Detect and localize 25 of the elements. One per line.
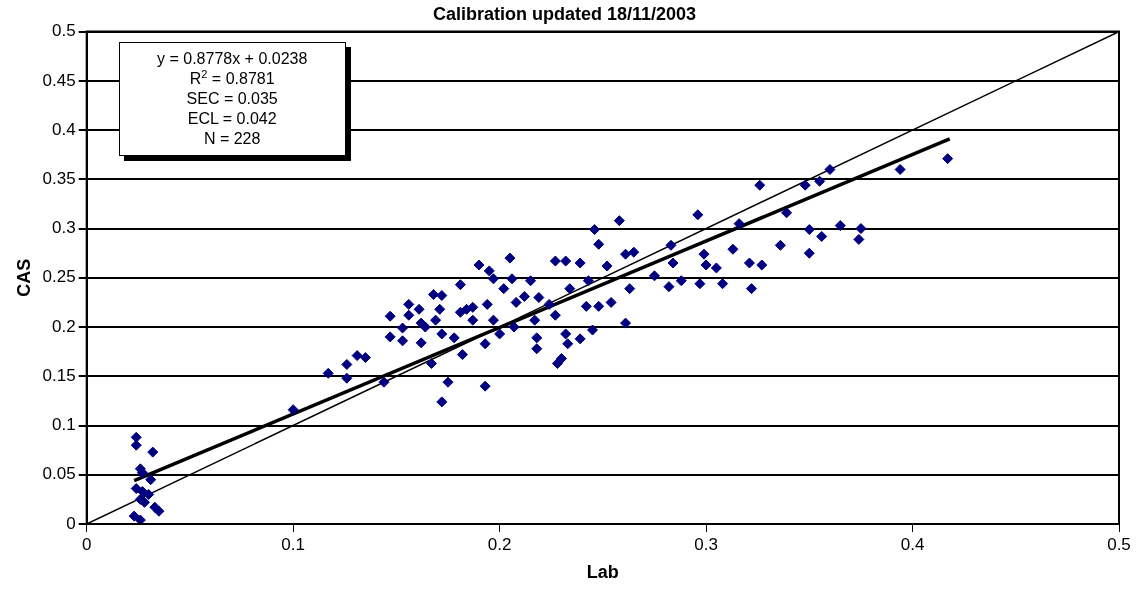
annotation: R$^{2}$ = 0.8781 (188, 67, 276, 89)
y-tick-label: 0.1 (52, 415, 76, 435)
chart-title: Calibration updated 18/11/2003 (432, 3, 697, 24)
x-tick-label: 0 (81, 534, 92, 554)
annotation: SEC = 0.035 (185, 88, 279, 109)
x-tick-label: 0.3 (694, 534, 718, 554)
y-tick-label: 0.35 (42, 169, 76, 189)
x-tick-label: 0.2 (487, 534, 512, 554)
y-tick-label: 0.45 (42, 70, 76, 90)
annotation: N = 228 (202, 128, 262, 149)
y-tick-label: 0.3 (52, 218, 76, 238)
x-tick-label: 0.4 (900, 534, 925, 554)
y-tick-label: 0 (66, 513, 76, 533)
x-tick-label: 0.1 (281, 534, 305, 554)
y-axis-title: CAS (13, 258, 34, 297)
y-tick-label: 0.15 (42, 365, 76, 385)
annotation: ECL = 0.042 (186, 108, 278, 129)
y-tick-label: 0.4 (52, 119, 76, 139)
y-tick-label: 0.2 (52, 316, 76, 336)
x-axis-title: Lab (586, 562, 619, 583)
y-tick-label: 0.5 (52, 21, 76, 41)
annotation: y = 0.8778x + 0.0238 (156, 48, 309, 69)
x-tick-label: 0.5 (1107, 534, 1131, 554)
y-tick-label: 0.05 (42, 464, 76, 484)
y-tick-label: 0.25 (42, 267, 76, 287)
